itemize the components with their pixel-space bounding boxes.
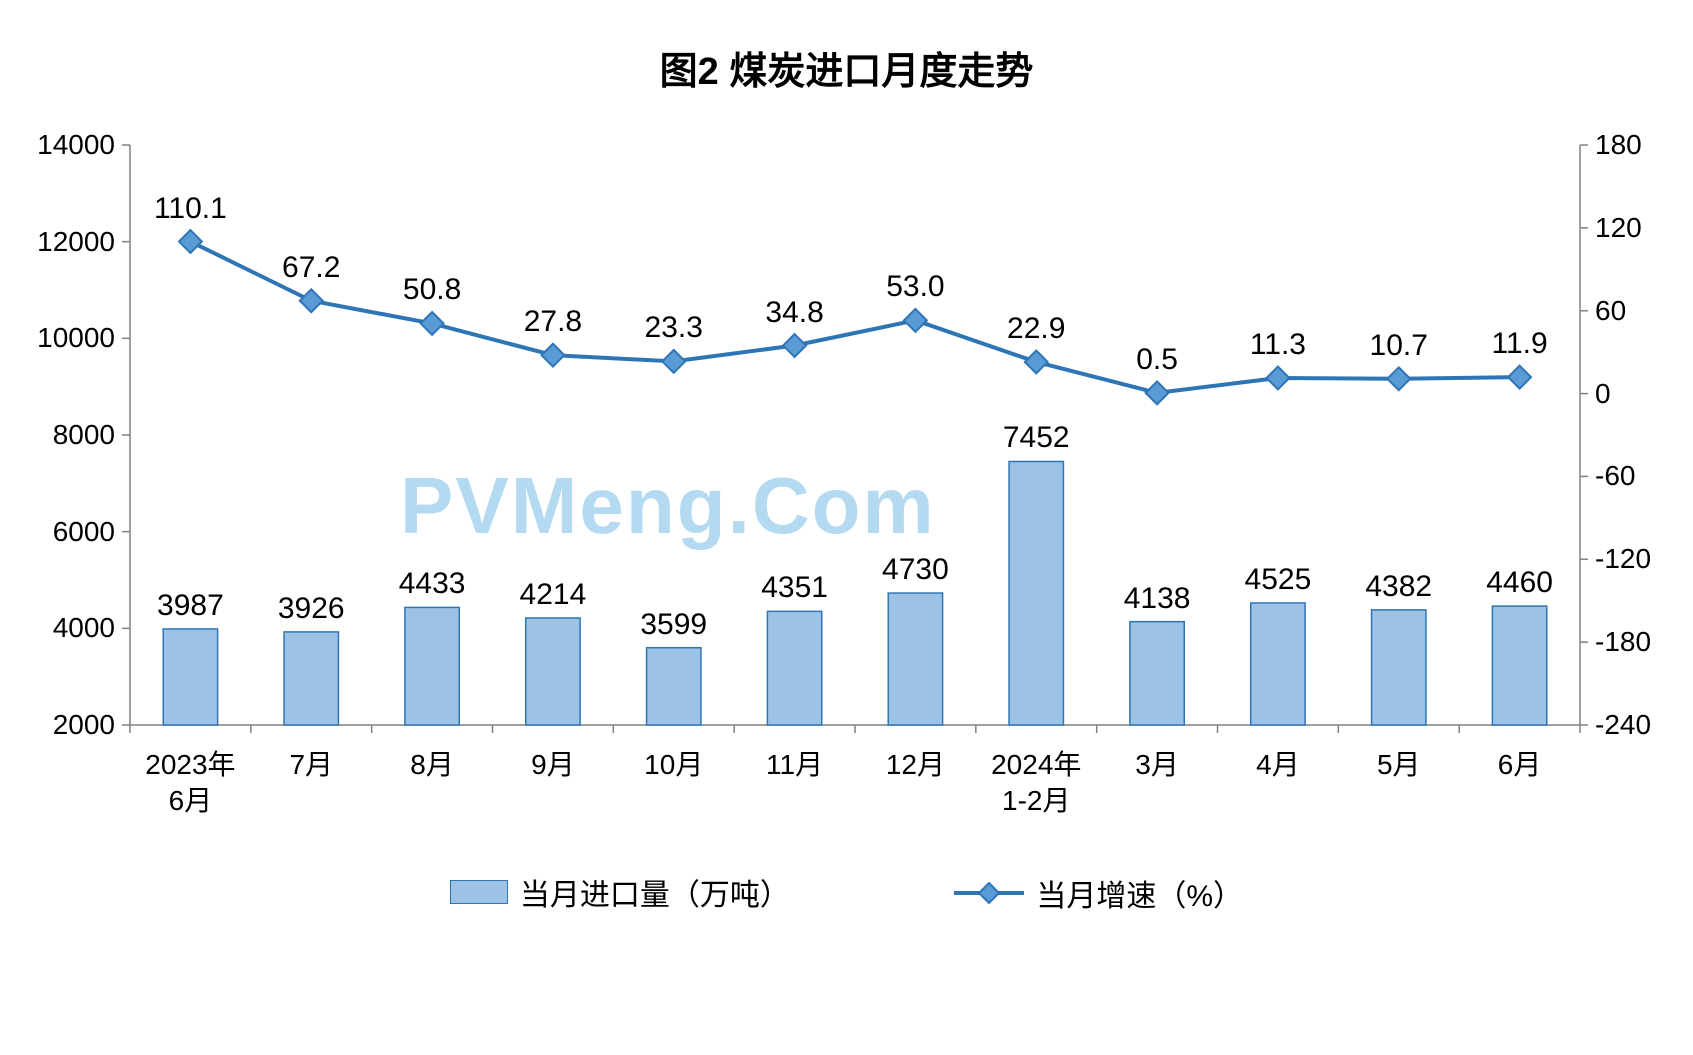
- line-value-label: 34.8: [765, 296, 823, 330]
- bar-value-label: 4460: [1486, 566, 1553, 600]
- legend: 当月进口量（万吨） 当月增速（%）: [0, 870, 1693, 915]
- y-right-tick-label: -60: [1595, 460, 1685, 492]
- chart-title: 图2 煤炭进口月度走势: [0, 40, 1693, 95]
- x-tick-label: 10月: [644, 747, 703, 783]
- bar-value-label: 4138: [1124, 582, 1191, 616]
- y-right-tick-label: 120: [1595, 212, 1685, 244]
- x-tick-label: 2023年 6月: [145, 747, 235, 820]
- chart-container: 图2 煤炭进口月度走势 2000 4000 6000 8000 10000 12000 14…: [0, 0, 1693, 1055]
- x-tick-label: 7月: [289, 747, 333, 783]
- bar-value-label: 4433: [399, 567, 466, 601]
- y-right-tick-label: 60: [1595, 295, 1685, 327]
- y-left-tick-label: 14000: [0, 129, 115, 161]
- y-left-tick-label: 2000: [0, 709, 115, 741]
- x-tick-label: 11月: [766, 747, 823, 783]
- x-tick-label: 5月: [1377, 747, 1421, 783]
- bar-value-label: 4525: [1245, 563, 1312, 597]
- legend-item-line: 当月增速（%）: [954, 871, 1243, 915]
- bar-value-label: 7452: [1003, 421, 1070, 455]
- x-tick-label: 2024年 1-2月: [991, 747, 1081, 820]
- bar-value-label: 3987: [157, 589, 224, 623]
- legend-line-swatch: [954, 882, 1024, 904]
- y-left-tick-label: 10000: [0, 322, 115, 354]
- x-tick-label: 9月: [531, 747, 575, 783]
- plot-svg: [130, 145, 1580, 725]
- y-right-tick-label: -120: [1595, 543, 1685, 575]
- legend-line-label: 当月增速（%）: [1036, 871, 1243, 915]
- line-value-label: 11.9: [1491, 327, 1547, 361]
- y-right-tick-label: -180: [1595, 626, 1685, 658]
- line-value-label: 23.3: [645, 311, 703, 345]
- bar-value-label: 3926: [278, 592, 345, 626]
- y-right-tick-label: 0: [1595, 378, 1685, 410]
- y-axis-left: 2000400060008000100001200014000: [0, 145, 125, 725]
- y-left-tick-label: 8000: [0, 419, 115, 451]
- line-value-label: 11.3: [1250, 328, 1306, 362]
- x-tick-label: 6月: [1498, 747, 1542, 783]
- x-tick-label: 3月: [1135, 747, 1179, 783]
- line-value-label: 110.1: [154, 192, 227, 226]
- line-value-label: 27.8: [524, 305, 582, 339]
- line-value-label: 53.0: [886, 270, 944, 304]
- y-left-tick-label: 12000: [0, 226, 115, 258]
- plot-area: 3987 3926 4433 4214 3599 4351 4730 7452 4138 4525…: [130, 145, 1580, 725]
- legend-item-bar: 当月进口量（万吨）: [450, 870, 790, 914]
- x-tick-label: 4月: [1256, 747, 1300, 783]
- y-right-tick-label: -240: [1595, 709, 1685, 741]
- bar-value-label: 3599: [640, 608, 707, 642]
- x-tick-label: 12月: [886, 747, 945, 783]
- x-tick-label: 8月: [410, 747, 454, 783]
- legend-bar-label: 当月进口量（万吨）: [520, 870, 790, 914]
- bar-value-label: 4730: [882, 553, 949, 587]
- y-left-tick-label: 6000: [0, 516, 115, 548]
- bar-value-label: 4382: [1365, 570, 1432, 604]
- y-axis-right: -240-180-120-60060120180: [1585, 145, 1685, 725]
- line-value-label: 50.8: [403, 273, 461, 307]
- line-value-label: 0.5: [1136, 343, 1178, 377]
- line-value-label: 10.7: [1370, 329, 1428, 363]
- legend-bar-swatch: [450, 880, 508, 904]
- bar-value-label: 4214: [520, 578, 587, 612]
- y-right-tick-label: 180: [1595, 129, 1685, 161]
- bar-value-label: 4351: [761, 571, 828, 605]
- x-axis: 2023年 6月 7月 8月 9月 10月 11月 12月 2024年 1-2月 3月 4月 5月 6…: [130, 735, 1580, 855]
- y-left-tick-label: 4000: [0, 612, 115, 644]
- line-value-label: 22.9: [1007, 312, 1065, 346]
- line-value-label: 67.2: [282, 251, 340, 285]
